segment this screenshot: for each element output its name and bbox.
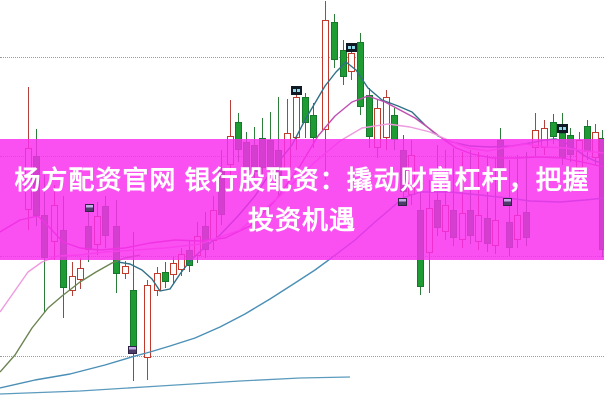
candle-body-up [69,276,76,291]
candle-body-down [331,22,338,60]
candle-body-up [322,20,329,130]
ma-olive [0,254,141,373]
candle-body-up [144,285,151,358]
promo-text-line-1: 杨方配资官网 银行股配资：撬动财富杠杆，把握 [14,164,590,195]
candle-body-down [550,122,557,137]
candle-body-down [310,115,317,138]
candle-body-down [357,42,364,107]
gridline [0,356,604,357]
ma-blue-flat [0,376,351,395]
promo-text-line-2: 投资机遇 [247,204,356,235]
candle-body-up [383,97,390,138]
candle-body-up [77,268,84,280]
candle-body-down [302,97,309,123]
candle-body-up [170,263,177,275]
candle-body-down [162,272,169,282]
candle-body-down [366,95,373,137]
promo-banner: 杨方配资官网 银行股配资：撬动财富杠杆，把握 投资机遇 [0,139,604,260]
candle-body-up [348,53,355,72]
candle-body-down [340,50,347,77]
gridline [0,57,604,58]
candle-body-up [122,266,129,274]
